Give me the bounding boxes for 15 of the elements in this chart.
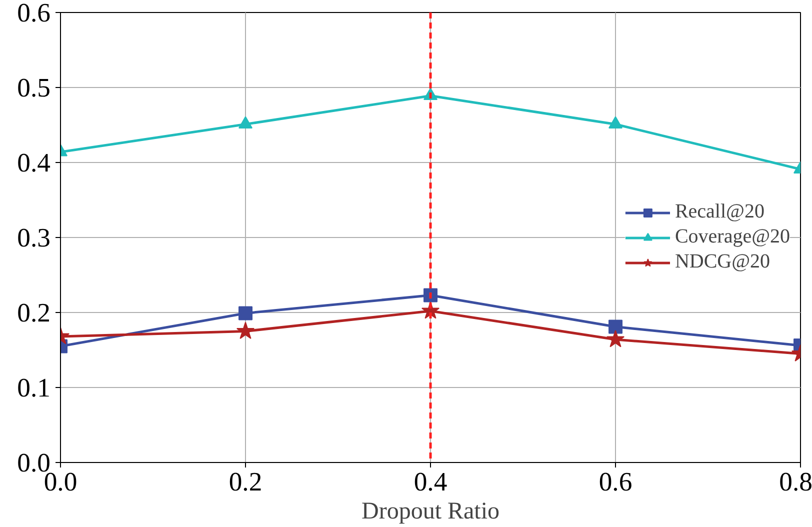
point	[424, 288, 438, 302]
x-tick-label: 0.6	[598, 466, 632, 496]
y-tick-label: 0.2	[17, 298, 51, 328]
legend-label: Coverage@20	[674, 226, 790, 248]
y-tick-label: 0.1	[17, 372, 51, 402]
x-axis-title: Dropout Ratio	[362, 498, 500, 524]
y-tick-label: 0.5	[17, 72, 51, 102]
y-tick-label: 0.4	[17, 148, 51, 178]
legend-label: NDCG@20	[674, 250, 770, 274]
x-tick-label: 0.4	[414, 466, 448, 496]
x-tick-label: 0.2	[228, 466, 262, 496]
x-tick-label: 0.8	[779, 466, 812, 496]
legend-label: Recall@20	[674, 200, 764, 224]
y-tick-label: 0.3	[17, 222, 51, 252]
y-tick-label: 0.6	[17, 0, 51, 28]
